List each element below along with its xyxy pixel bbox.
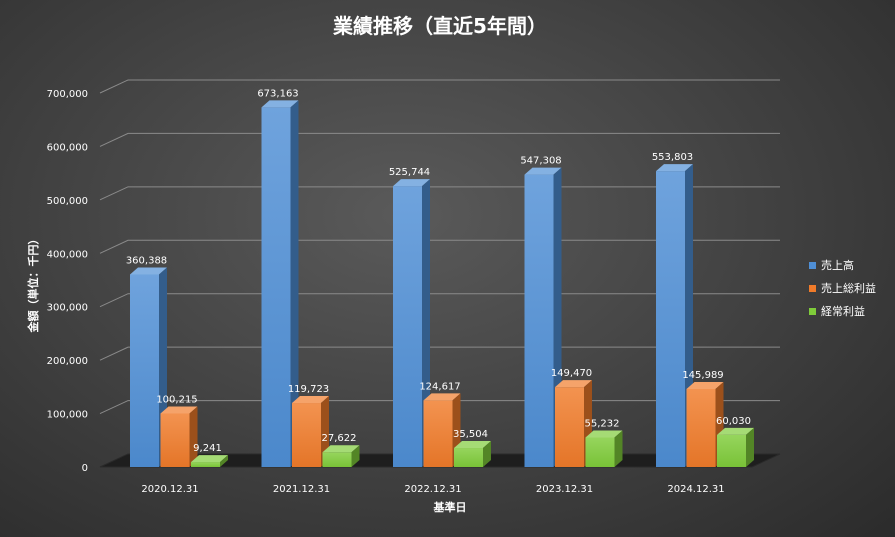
data-label: 360,388 [126, 255, 167, 266]
x-tick-label: 2021.12.31 [273, 484, 330, 495]
data-label: 119,723 [288, 384, 329, 395]
chart-title: 業績推移（直近5年間） [333, 14, 547, 38]
x-tick-label: 2022.12.31 [404, 484, 461, 495]
y-tick-label: 100,000 [47, 410, 88, 421]
data-label: 124,617 [419, 381, 460, 392]
data-label: 9,241 [193, 443, 222, 454]
bar [454, 441, 491, 467]
data-label: 553,803 [652, 152, 693, 163]
data-label: 673,163 [257, 88, 298, 99]
y-tick-label: 0 [82, 463, 88, 474]
legend-swatch [809, 262, 816, 269]
y-axis-ticks: 0 100,000 200,000 300,000 400,000 500,000 600,… [47, 89, 88, 474]
data-label: 35,504 [453, 429, 488, 440]
bar [261, 100, 299, 467]
bar [191, 455, 228, 467]
bar [160, 406, 198, 467]
gridline [99, 239, 780, 254]
y-tick-label: 200,000 [47, 356, 88, 367]
data-label: 547,308 [520, 156, 561, 167]
y-tick-label: 600,000 [47, 142, 88, 153]
x-tick-label: 2020.12.31 [141, 484, 198, 495]
data-label: 149,470 [551, 368, 592, 379]
legend-swatch [809, 285, 816, 292]
gridline [99, 132, 780, 147]
data-label: 145,989 [682, 370, 723, 381]
gridlines [99, 79, 780, 415]
bars [130, 100, 754, 468]
data-labels: 360,388 100,215 9,241 673,163 119,723 27,622 5… [126, 88, 751, 454]
gridline [99, 186, 780, 201]
data-label: 525,744 [389, 167, 430, 178]
gridline [99, 79, 780, 94]
x-axis-title: 基準日 [433, 500, 467, 514]
y-tick-label: 700,000 [47, 89, 88, 100]
legend-label: 経常利益 [821, 304, 865, 318]
gridline [99, 346, 780, 361]
bar [585, 430, 623, 467]
data-label: 100,215 [156, 394, 197, 405]
legend-label: 売上総利益 [821, 281, 876, 295]
bar [393, 179, 430, 468]
x-tick-label: 2023.12.31 [536, 484, 593, 495]
y-axis-title: 金額（単位：千円） [26, 234, 40, 334]
data-label: 27,622 [322, 433, 357, 444]
legend-swatch [809, 308, 816, 315]
y-tick-label: 500,000 [47, 196, 88, 207]
data-label: 60,030 [716, 416, 751, 427]
gridline [99, 293, 780, 308]
y-tick-label: 300,000 [47, 303, 88, 314]
y-tick-label: 400,000 [47, 249, 88, 260]
bar [717, 427, 754, 467]
x-tick-label: 2024.12.31 [667, 484, 724, 495]
bar [322, 445, 360, 467]
data-label: 55,232 [585, 418, 620, 429]
x-axis-ticks: 2020.12.31 2021.12.31 2022.12.31 2023.12.31… [141, 484, 724, 495]
legend-label: 売上高 [821, 258, 854, 272]
